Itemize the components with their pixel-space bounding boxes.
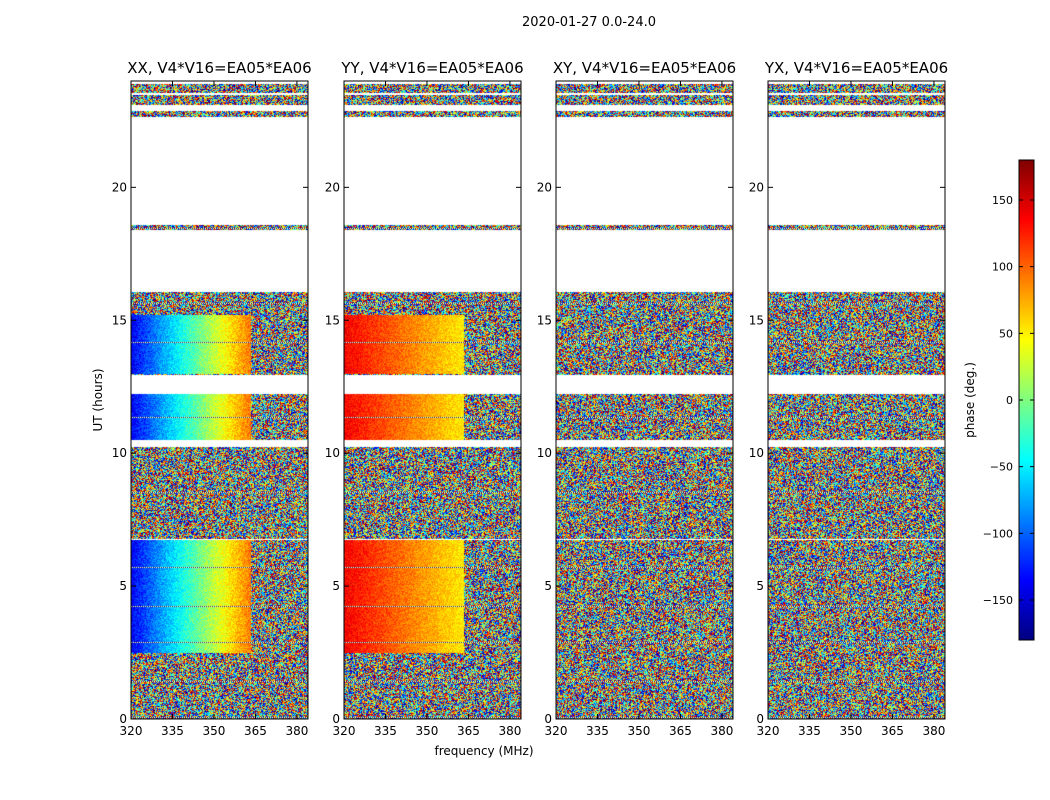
y-tick-label: 10 <box>749 446 764 460</box>
y-axis-label: UT (hours) <box>91 368 105 431</box>
panel-title: YY, V4*V16=EA05*EA06 <box>340 59 523 77</box>
figure-suptitle: 2020-01-27 0.0-24.0 <box>522 15 656 30</box>
colorbar-tick-label: −50 <box>990 461 1013 474</box>
panel-heatmap <box>556 81 733 719</box>
y-tick-label: 20 <box>537 180 552 194</box>
colorbar-tick-label: −100 <box>983 527 1013 540</box>
x-tick-label: 365 <box>457 724 480 738</box>
y-tick-label: 15 <box>749 313 764 327</box>
y-tick-label: 5 <box>119 579 127 593</box>
colorbar-tick-label: −150 <box>983 594 1013 607</box>
panel-frame <box>130 80 309 720</box>
x-tick-label: 380 <box>922 724 945 738</box>
x-tick-label: 320 <box>333 724 356 738</box>
x-tick-label: 320 <box>545 724 568 738</box>
y-tick-label: 20 <box>112 180 127 194</box>
panel-title: XX, V4*V16=EA05*EA06 <box>127 59 311 77</box>
x-tick-label: 365 <box>669 724 692 738</box>
y-tick-label: 15 <box>537 313 552 327</box>
x-tick-label: 380 <box>285 724 308 738</box>
panel-3: XY, V4*V16=EA05*EA06 320 335 350 365 380 0 5 10 1… <box>537 59 736 738</box>
x-tick-label: 365 <box>244 724 267 738</box>
colorbar-gradient <box>1019 160 1034 640</box>
panel-heatmap <box>131 81 308 719</box>
panel-frame <box>343 80 522 720</box>
x-tick-label: 335 <box>586 724 609 738</box>
colorbar-label: phase (deg.) <box>963 362 977 438</box>
panel-heatmap <box>768 81 945 719</box>
x-tick-label: 335 <box>374 724 397 738</box>
panel-title: YX, V4*V16=EA05*EA06 <box>764 59 948 77</box>
x-tick-label: 335 <box>161 724 184 738</box>
colorbar-tick-label: 50 <box>999 327 1013 340</box>
y-tick-label: 10 <box>537 446 552 460</box>
y-tick-label: 5 <box>544 579 552 593</box>
y-tick-label: 0 <box>332 712 340 726</box>
y-tick-label: 20 <box>325 180 340 194</box>
x-axis-label: frequency (MHz) <box>434 744 533 758</box>
y-tick-label: 0 <box>119 712 127 726</box>
panel-4: YX, V4*V16=EA05*EA06 320 335 350 365 380 0 5 10 1… <box>749 59 948 738</box>
panel-heatmap <box>344 81 521 719</box>
y-tick-label: 15 <box>112 313 127 327</box>
y-tick-label: 5 <box>756 579 764 593</box>
colorbar-tick-label: 0 <box>1006 394 1013 407</box>
panels-group: XX, V4*V16=EA05*EA06 320 335 350 365 380 0 5 10 1… <box>112 59 948 738</box>
x-tick-label: 350 <box>840 724 863 738</box>
x-tick-label: 380 <box>710 724 733 738</box>
panel-2: YY, V4*V16=EA05*EA06 320 335 350 365 380 0 5 10 1… <box>325 59 524 738</box>
y-tick-label: 10 <box>112 446 127 460</box>
colorbar-tick-label: 100 <box>992 261 1013 274</box>
y-tick-label: 5 <box>332 579 340 593</box>
panel-1: XX, V4*V16=EA05*EA06 320 335 350 365 380 0 5 10 1… <box>112 59 312 738</box>
x-tick-label: 350 <box>628 724 651 738</box>
panel-title: XY, V4*V16=EA05*EA06 <box>553 59 736 77</box>
y-tick-label: 20 <box>749 180 764 194</box>
x-tick-label: 380 <box>498 724 521 738</box>
x-tick-label: 350 <box>416 724 439 738</box>
x-tick-label: 365 <box>881 724 904 738</box>
x-tick-label: 320 <box>757 724 780 738</box>
y-tick-label: 0 <box>756 712 764 726</box>
y-tick-label: 10 <box>325 446 340 460</box>
panel-frame <box>555 80 734 720</box>
colorbar: −150 −100 −50 0 50 100 150 <box>983 159 1035 641</box>
colorbar-tick-label: 150 <box>992 194 1013 207</box>
y-tick-label: 0 <box>544 712 552 726</box>
x-tick-label: 335 <box>798 724 821 738</box>
panel-frame <box>767 80 946 720</box>
x-tick-label: 350 <box>203 724 226 738</box>
y-tick-label: 15 <box>325 313 340 327</box>
x-tick-label: 320 <box>120 724 143 738</box>
